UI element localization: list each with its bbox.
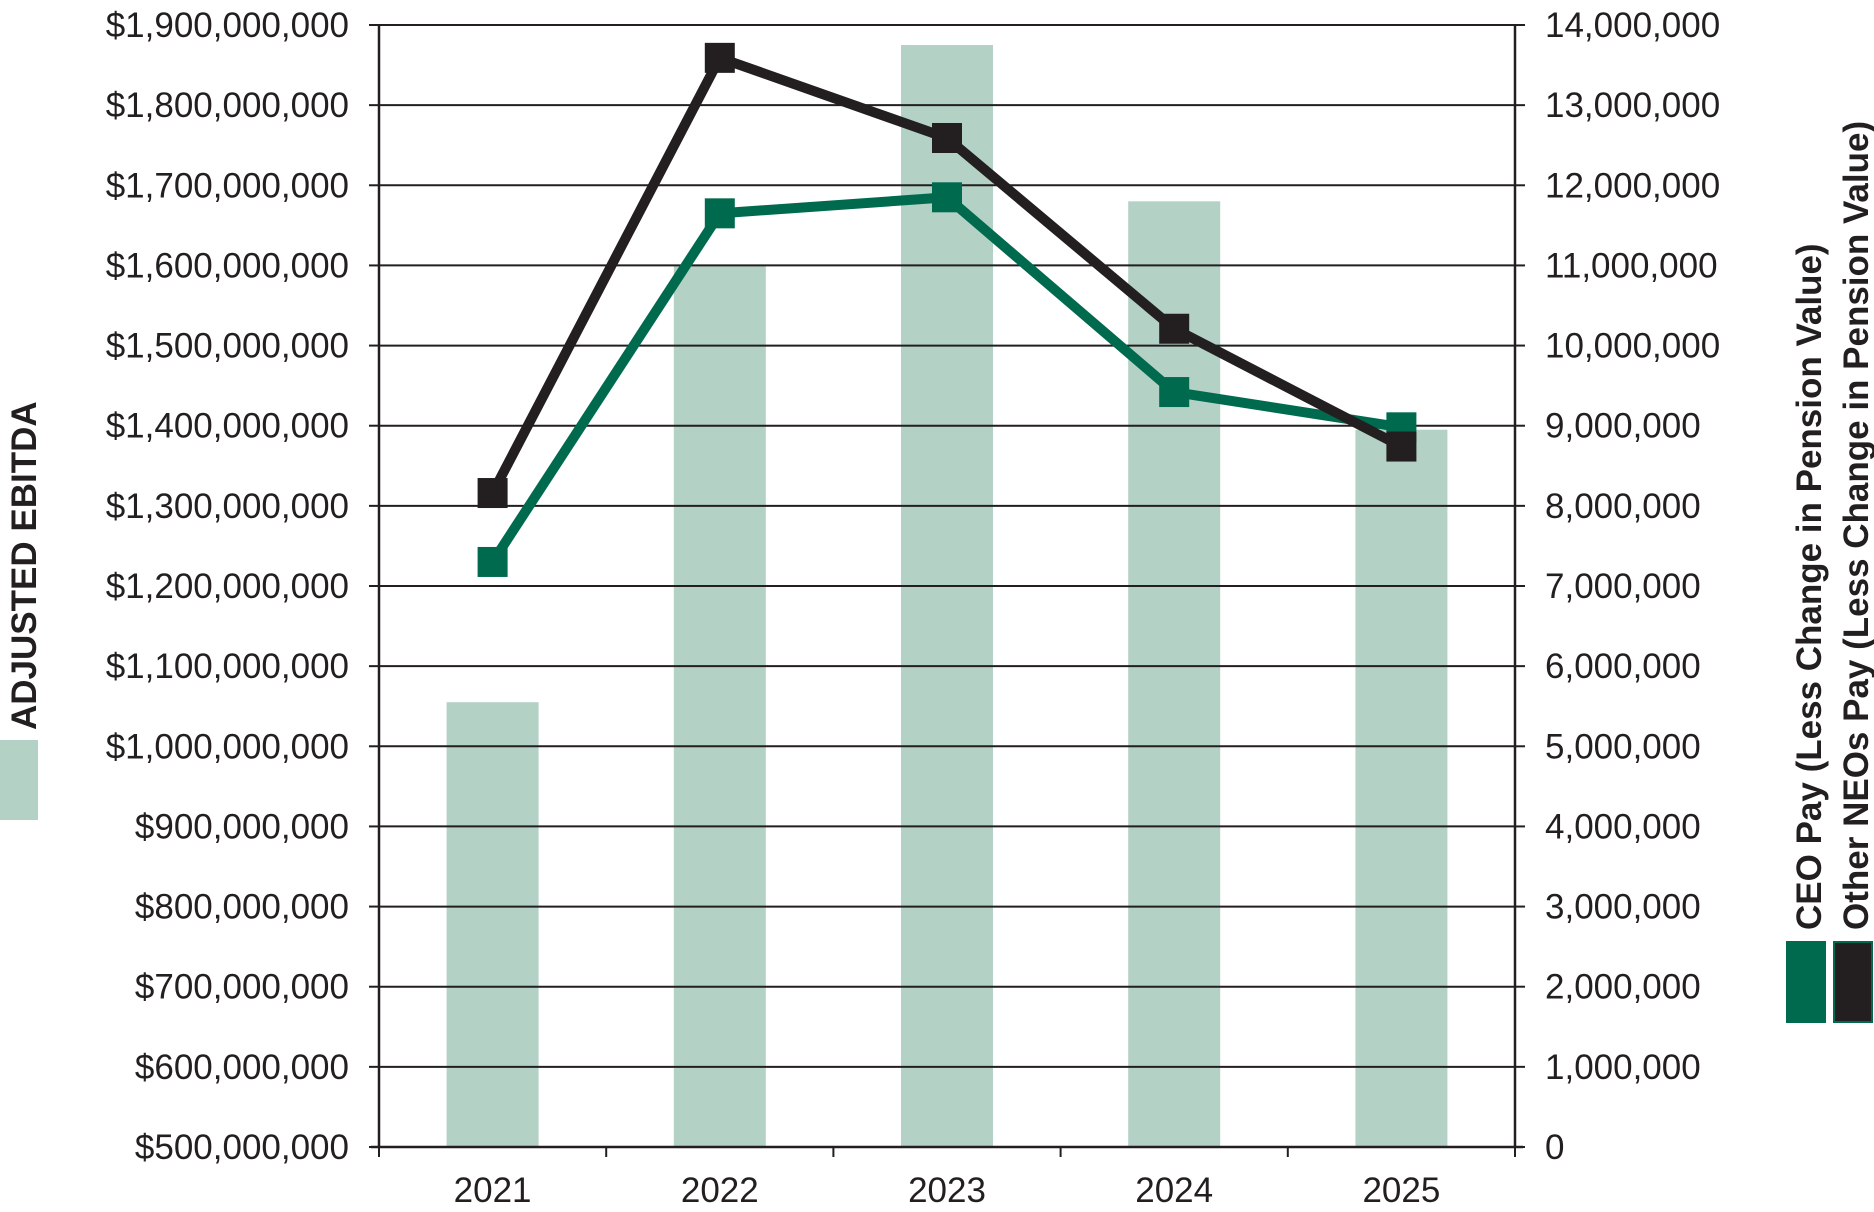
x-tick-label: 2021 bbox=[454, 1171, 532, 1210]
left-tick-label: $800,000,000 bbox=[135, 888, 349, 927]
right-tick-label: 13,000,000 bbox=[1545, 86, 1720, 125]
legend-swatch-line-0 bbox=[1786, 941, 1826, 1023]
left-tick-label: $1,500,000,000 bbox=[106, 327, 349, 366]
left-tick-label: $1,700,000,000 bbox=[106, 166, 349, 205]
series-1-point-2022 bbox=[704, 42, 735, 73]
x-tick-label: 2023 bbox=[908, 1171, 986, 1210]
series-0-point-2024 bbox=[1159, 377, 1190, 408]
left-tick-label: $1,800,000,000 bbox=[106, 86, 349, 125]
left-tick-label: $900,000,000 bbox=[135, 807, 349, 846]
left-tick-label: $600,000,000 bbox=[135, 1048, 349, 1087]
series-1-point-2021 bbox=[477, 478, 508, 509]
right-tick-label: 8,000,000 bbox=[1545, 487, 1701, 526]
left-tick-label: $1,400,000,000 bbox=[106, 407, 349, 446]
left-tick-label: $1,900,000,000 bbox=[106, 6, 349, 45]
series-0-point-2021 bbox=[477, 546, 508, 577]
right-tick-label: 4,000,000 bbox=[1545, 807, 1701, 846]
bar-2022 bbox=[673, 265, 766, 1147]
right-tick-label: 11,000,000 bbox=[1545, 246, 1718, 285]
right-tick-label: 1,000,000 bbox=[1545, 1048, 1701, 1087]
legend-label-line-0: CEO Pay (Less Change in Pension Value) bbox=[1790, 243, 1829, 930]
x-tick-label: 2022 bbox=[681, 1171, 759, 1210]
right-tick-label: 5,000,000 bbox=[1545, 727, 1701, 766]
series-0-point-2022 bbox=[704, 198, 735, 229]
bar-2025 bbox=[1355, 429, 1448, 1147]
legend-label-bar: ADJUSTED EBITDA bbox=[5, 401, 44, 730]
bar-2024 bbox=[1128, 201, 1221, 1148]
right-tick-label: 14,000,000 bbox=[1545, 6, 1720, 45]
left-tick-label: $1,300,000,000 bbox=[106, 487, 349, 526]
series-1-point-2023 bbox=[932, 123, 962, 154]
left-tick-label: $500,000,000 bbox=[135, 1128, 349, 1167]
legend-swatch-bar bbox=[0, 740, 38, 820]
left-tick-label: $1,000,000,000 bbox=[106, 727, 349, 766]
right-tick-label: 12,000,000 bbox=[1545, 166, 1720, 205]
left-tick-label: $700,000,000 bbox=[135, 968, 349, 1007]
right-tick-label: 2,000,000 bbox=[1545, 968, 1701, 1007]
right-tick-label: 3,000,000 bbox=[1545, 888, 1701, 927]
left-tick-label: $1,100,000,000 bbox=[106, 647, 349, 686]
left-tick-label: $1,600,000,000 bbox=[106, 246, 349, 285]
right-tick-label: 6,000,000 bbox=[1545, 647, 1701, 686]
left-tick-label: $1,200,000,000 bbox=[106, 567, 349, 606]
x-tick-label: 2025 bbox=[1362, 1171, 1440, 1210]
x-tick-label: 2024 bbox=[1135, 1171, 1213, 1210]
legend-label-line-1: Other NEOs Pay (Less Change in Pension V… bbox=[1837, 121, 1874, 930]
right-tick-label: 10,000,000 bbox=[1545, 327, 1720, 366]
right-tick-label: 9,000,000 bbox=[1545, 407, 1701, 446]
series-1-point-2025 bbox=[1386, 431, 1417, 462]
bar-2021 bbox=[446, 702, 539, 1147]
series-0-point-2023 bbox=[932, 182, 962, 213]
right-tick-label: 7,000,000 bbox=[1545, 567, 1701, 606]
right-tick-label: 0 bbox=[1545, 1128, 1564, 1167]
series-1-point-2024 bbox=[1159, 313, 1190, 344]
legend-swatch-line-1 bbox=[1833, 941, 1873, 1023]
